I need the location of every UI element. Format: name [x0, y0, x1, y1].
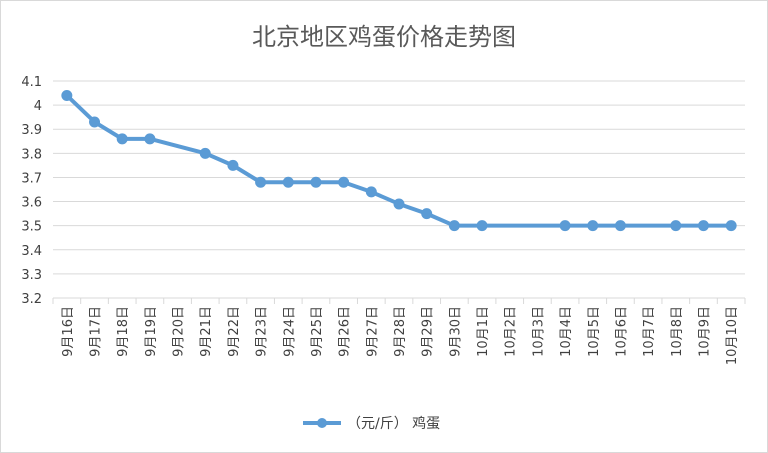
data-point	[670, 220, 682, 232]
x-tick-label: 9月24日	[282, 306, 297, 357]
data-point	[282, 176, 294, 188]
data-point	[725, 220, 737, 232]
data-point	[199, 147, 211, 159]
y-tick-label: 3.8	[21, 147, 42, 162]
x-tick-label: 9月17日	[89, 306, 104, 357]
x-tick-label: 10月1日	[476, 306, 491, 357]
legend: （元/斤） 鸡蛋	[303, 415, 440, 432]
x-tick-label: 10月5日	[587, 306, 602, 357]
x-tick-label: 9月27日	[365, 306, 380, 357]
data-point	[227, 159, 239, 171]
y-axis-ticks: 3.2 3.3 3.4 3.5 3.6 3.7 3.8 3.9 4 4.1	[21, 75, 42, 307]
x-tick-label: 9月20日	[172, 306, 187, 357]
data-point	[421, 208, 433, 220]
legend-marker	[317, 418, 327, 428]
x-tick-label: 10月4日	[559, 306, 574, 357]
data-point	[448, 220, 460, 232]
x-tick-label: 9月19日	[144, 306, 159, 357]
y-tick-label: 3.2	[21, 292, 42, 307]
series-layer	[61, 89, 737, 232]
data-point	[61, 89, 73, 101]
data-point	[365, 186, 377, 198]
data-point	[393, 198, 405, 210]
x-tick-label: 10月10日	[725, 306, 740, 365]
chart-title: 北京地区鸡蛋价格走势图	[252, 23, 516, 51]
data-point	[697, 220, 709, 232]
x-tick-label: 10月2日	[504, 306, 519, 357]
y-tick-label: 3.7	[21, 171, 42, 186]
x-tick-label: 9月25日	[310, 306, 325, 357]
x-tick-label: 9月18日	[116, 306, 131, 357]
y-tick-label: 3.6	[21, 196, 42, 211]
data-point	[587, 220, 599, 232]
x-tick-label: 9月21日	[199, 306, 214, 357]
x-tick-label: 9月22日	[227, 306, 242, 357]
x-tick-label: 10月3日	[531, 306, 546, 357]
data-point	[476, 220, 488, 232]
y-tick-label: 3.4	[21, 244, 42, 259]
y-tick-label: 4.1	[21, 75, 42, 90]
x-tick-label: 9月23日	[255, 306, 270, 357]
data-point	[559, 220, 571, 232]
x-tick-label: 10月7日	[642, 306, 657, 357]
data-point	[116, 133, 128, 145]
x-tick-label: 10月9日	[697, 306, 712, 357]
x-tick-label: 9月16日	[61, 306, 76, 357]
data-point	[89, 116, 101, 128]
x-tick-label: 9月26日	[338, 306, 353, 357]
y-tick-label: 4	[34, 99, 42, 114]
x-tick-label: 9月30日	[448, 306, 463, 357]
x-tick-label: 10月8日	[670, 306, 685, 357]
data-point	[338, 176, 350, 188]
x-tick-label: 10月6日	[614, 306, 629, 357]
data-point	[614, 220, 626, 232]
legend-label: （元/斤） 鸡蛋	[347, 415, 440, 432]
y-tick-label: 3.5	[21, 220, 42, 235]
data-point	[310, 176, 322, 188]
y-tick-label: 3.9	[21, 123, 42, 138]
y-tick-label: 3.3	[21, 268, 42, 283]
x-axis-ticks: 9月16日 9月17日 9月18日 9月19日 9月20日 9月21日 9月22日 9月23日…	[52, 298, 746, 365]
x-tick-label: 9月29日	[421, 306, 436, 357]
data-point	[255, 176, 267, 188]
x-tick-label: 9月28日	[393, 306, 408, 357]
gridlines	[53, 80, 745, 299]
data-point	[144, 133, 156, 145]
